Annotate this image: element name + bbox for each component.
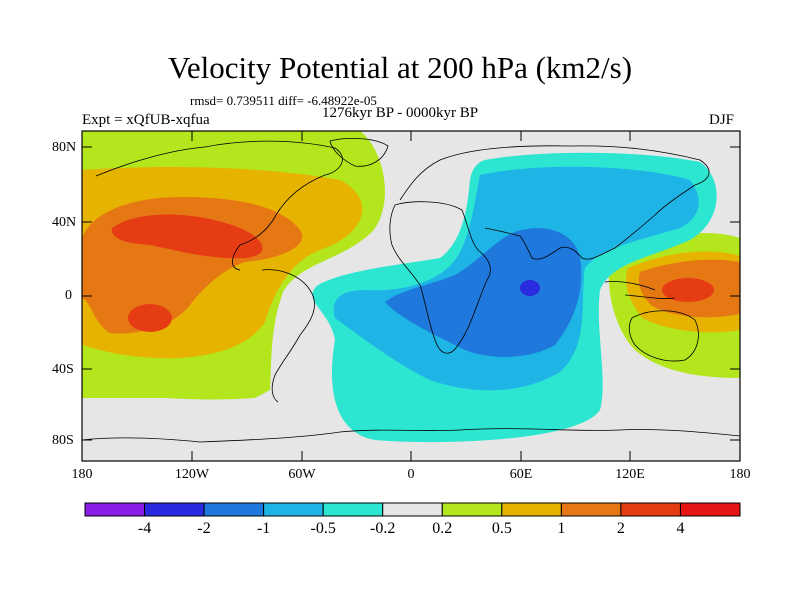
- season-label: DJF: [709, 112, 735, 128]
- lat-label-0: 0: [65, 288, 72, 303]
- lat-label-40s: 40S: [52, 362, 74, 377]
- colorbar-swatch-6: [441, 502, 503, 517]
- lon-label-120e: 120E: [615, 467, 645, 482]
- coast-north-america: [95, 140, 343, 271]
- contour-negative-1: [385, 228, 582, 358]
- colorbar-swatch-4: [322, 502, 384, 517]
- colorbar-label: -0.5: [310, 520, 336, 537]
- coast-africa: [389, 201, 491, 354]
- period-label: 1276kyr BP - 0000kyr BP: [322, 105, 479, 121]
- lon-label-60w: 60W: [288, 467, 316, 482]
- colorbar-label: 0.2: [432, 520, 453, 537]
- lat-label-40n: 40N: [52, 215, 77, 230]
- colorbar-label: -2: [197, 520, 211, 537]
- colorbar-swatch-9: [620, 502, 681, 517]
- colorbar-swatch-1: [144, 502, 205, 517]
- coast-maritime: [604, 281, 676, 299]
- colorbar-label: -1: [256, 520, 271, 537]
- colorbar-swatch-7: [501, 502, 562, 517]
- colorbar-label: 0.5: [491, 520, 512, 537]
- coast-antarctica: [82, 428, 740, 443]
- coast-greenland: [329, 138, 389, 167]
- contour-positive-2-south: [128, 304, 172, 332]
- lon-label-120w: 120W: [174, 467, 210, 482]
- colorbar-swatch-3: [263, 502, 324, 517]
- axis-ticks: [82, 131, 740, 461]
- coastlines: [82, 138, 740, 443]
- colorbar-swatch-5: [382, 502, 443, 517]
- colorbar-label: -0.2: [370, 520, 396, 537]
- colorbar-label: 4: [676, 520, 685, 537]
- stats-text: rmsd= 0.739511 diff= -6.48922e-05: [190, 93, 377, 108]
- lon-label-60e: 60E: [509, 467, 533, 482]
- coast-south-america: [261, 269, 315, 403]
- colorbar-swatch-8: [560, 502, 622, 517]
- experiment-label: Expt = xQfUB-xqfua: [82, 112, 210, 128]
- colorbar-swatch-2: [203, 502, 265, 517]
- contour-positive-2: [111, 214, 263, 259]
- colorbar-label: -4: [137, 520, 152, 537]
- lat-label-80s: 80S: [52, 433, 74, 448]
- colorbar: [84, 502, 741, 517]
- lon-label-180w: 180: [71, 467, 93, 482]
- lon-label-0: 0: [407, 467, 415, 482]
- colorbar-swatch-10: [679, 502, 741, 517]
- lon-label-180e: 180: [729, 467, 751, 482]
- colorbar-swatch-0: [84, 502, 146, 517]
- chart-title: Velocity Potential at 200 hPa (km2/s): [167, 50, 633, 85]
- coast-australia: [628, 310, 699, 362]
- lat-label-80n: 80N: [52, 140, 77, 155]
- colorbar-label: 1: [557, 520, 566, 537]
- contour-wpac-2: [662, 278, 714, 302]
- colorbar-label: 2: [616, 520, 625, 537]
- contour-fields: [82, 131, 740, 461]
- coast-eurasia: [399, 145, 710, 260]
- contour-negative-2: [520, 280, 540, 296]
